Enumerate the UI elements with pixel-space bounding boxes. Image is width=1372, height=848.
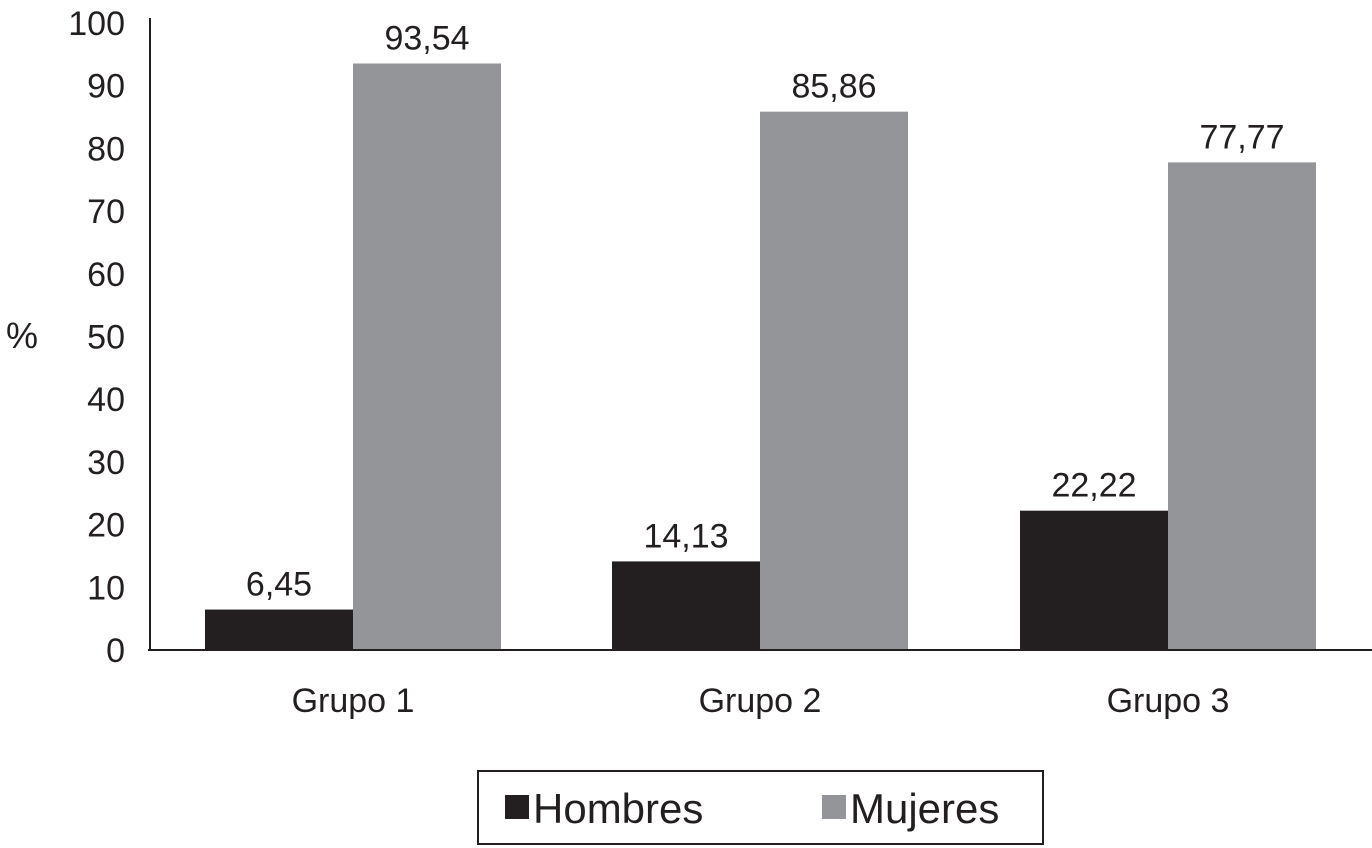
y-tick-label: 30 xyxy=(87,444,125,482)
y-tick-label: 100 xyxy=(68,5,125,43)
legend-label-hombres: Hombres xyxy=(533,785,703,832)
y-tick-label: 50 xyxy=(87,319,125,357)
data-label: 6,45 xyxy=(246,566,312,604)
legend-swatch-mujeres xyxy=(822,795,846,819)
y-axis-ticks: 0 10 20 30 40 50 60 70 80 90 100 xyxy=(68,5,125,670)
data-label: 93,54 xyxy=(384,20,469,58)
legend-box xyxy=(477,770,1044,845)
y-axis-label: % xyxy=(6,315,38,356)
data-labels: 6,45 93,54 14,13 85,86 22,22 77,77 xyxy=(246,20,1285,604)
y-tick-label: 70 xyxy=(87,193,125,231)
legend-label-mujeres: Mujeres xyxy=(850,785,999,832)
x-category-label: Grupo 3 xyxy=(1107,682,1230,720)
y-tick-label: 40 xyxy=(87,381,125,419)
bar-hombres-2 xyxy=(612,561,760,650)
data-label: 85,86 xyxy=(791,68,876,106)
bar-hombres-3 xyxy=(1020,510,1168,650)
y-tick-label: 90 xyxy=(87,68,125,106)
data-label: 14,13 xyxy=(643,517,728,555)
y-tick-label: 60 xyxy=(87,256,125,294)
bar-mujeres-3 xyxy=(1168,162,1316,651)
y-tick-label: 10 xyxy=(87,569,125,607)
x-category-label: Grupo 1 xyxy=(292,682,415,720)
legend: Hombres Mujeres xyxy=(477,770,1044,845)
data-label: 77,77 xyxy=(1199,118,1284,156)
y-tick-label: 20 xyxy=(87,507,125,545)
y-tick-label: 80 xyxy=(87,130,125,168)
x-axis-categories: Grupo 1 Grupo 2 Grupo 3 xyxy=(292,682,1230,720)
x-category-label: Grupo 2 xyxy=(699,682,822,720)
data-label: 22,22 xyxy=(1051,467,1136,505)
bar-mujeres-1 xyxy=(353,63,501,650)
legend-swatch-hombres xyxy=(505,795,529,819)
bars xyxy=(205,63,1316,651)
bar-hombres-1 xyxy=(205,609,353,650)
y-tick-label: 0 xyxy=(106,632,125,670)
bar-mujeres-2 xyxy=(760,111,908,651)
